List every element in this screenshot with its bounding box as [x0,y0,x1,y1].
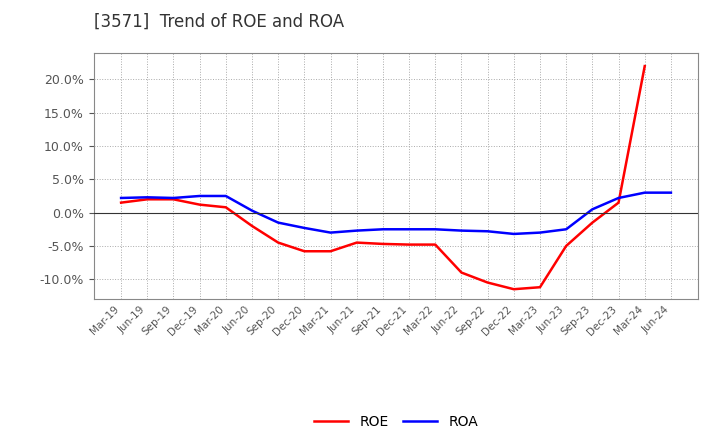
ROA [457,228,466,233]
ROA [562,227,570,232]
Text: [3571]  Trend of ROE and ROA: [3571] Trend of ROE and ROA [94,13,343,31]
ROE [379,241,387,246]
ROE [483,280,492,285]
ROA [222,193,230,198]
ROE [300,249,309,254]
ROE [562,243,570,249]
ROA [640,190,649,195]
ROA [143,194,152,200]
ROE [274,240,282,245]
ROE [222,205,230,210]
ROE [536,285,544,290]
ROE [614,200,623,205]
ROA [667,190,675,195]
ROA [431,227,440,232]
ROE [457,270,466,275]
ROE [431,242,440,247]
Line: ROA: ROA [121,193,671,234]
Legend: ROE, ROA: ROE, ROA [308,410,484,435]
ROA [405,227,413,232]
ROE [510,286,518,292]
ROE [195,202,204,207]
Line: ROE: ROE [121,66,644,289]
ROE [248,224,256,229]
ROA [274,220,282,225]
ROE [405,242,413,247]
ROA [169,195,178,201]
ROA [614,195,623,201]
ROA [379,227,387,232]
ROE [640,63,649,69]
ROA [117,195,125,201]
ROA [195,193,204,198]
ROE [169,197,178,202]
ROE [352,240,361,245]
ROE [588,220,597,225]
ROA [248,208,256,213]
ROA [483,229,492,234]
ROE [326,249,335,254]
ROA [588,207,597,212]
ROA [352,228,361,233]
ROE [143,197,152,202]
ROA [510,231,518,237]
ROA [326,230,335,235]
ROA [536,230,544,235]
ROA [300,225,309,231]
ROE [117,200,125,205]
